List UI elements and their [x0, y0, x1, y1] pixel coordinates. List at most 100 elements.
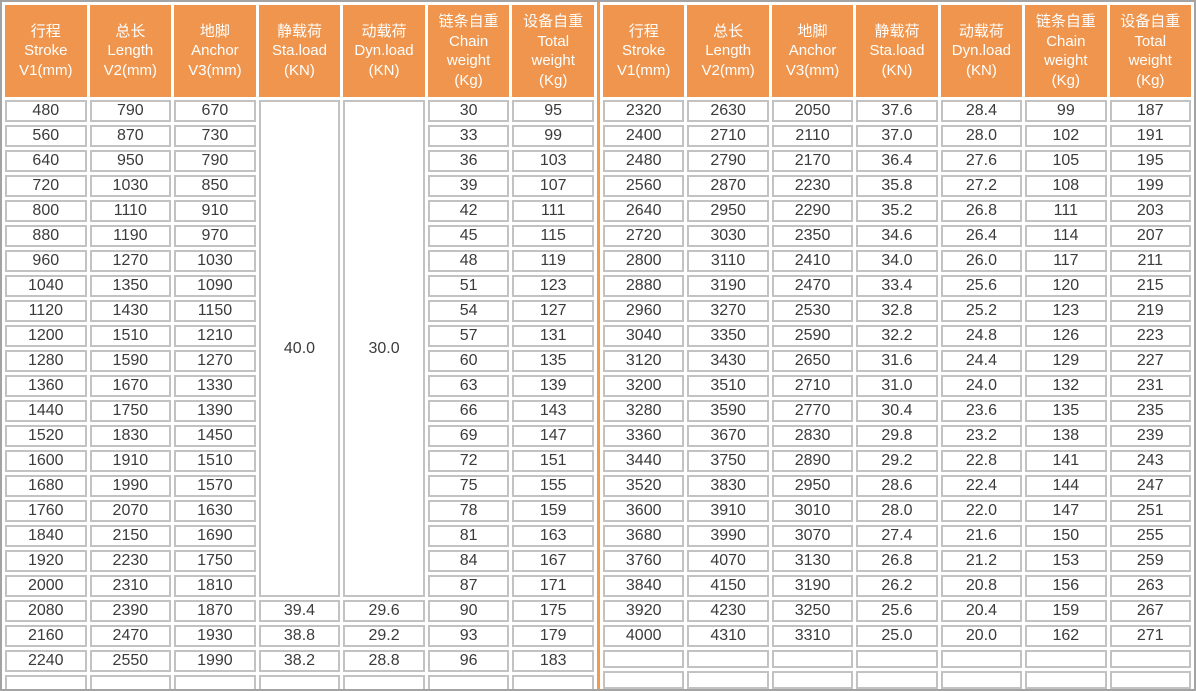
table-cell: 271 [1109, 625, 1191, 647]
table-cell: 38.2 [258, 650, 341, 672]
table-cell [343, 675, 425, 689]
table-cell: 36.4 [856, 150, 938, 172]
table-cell: 960 [5, 250, 87, 272]
column-header: 总长 Length V2(mm) [687, 5, 769, 97]
table-row: 1280 1590 1270 60 135 [5, 350, 594, 372]
table-cell: 3920 [603, 600, 685, 622]
table-cell: 21.2 [940, 550, 1023, 572]
table-cell: 26.2 [856, 575, 938, 597]
table-cell: 105 [1025, 150, 1107, 172]
column-header-line: Chain [1046, 32, 1086, 50]
table-cell [258, 675, 341, 689]
table-cell: 151 [512, 450, 594, 472]
column-header-line: 行程 [628, 22, 659, 40]
table-row: 2160 2470 1930 38.8 29.2 93 179 [5, 625, 594, 647]
table-cell: 171 [512, 575, 594, 597]
table-cell: 1210 [174, 325, 256, 347]
column-header-line: 静载荷 [874, 22, 920, 40]
table-cell: 159 [512, 500, 594, 522]
table-row: 720 1030 850 39 107 [5, 175, 594, 197]
table-cell: 144 [1025, 475, 1107, 497]
table-cell: 1200 [5, 325, 87, 347]
table-cell: 880 [5, 225, 87, 247]
table-cell: 1030 [89, 175, 172, 197]
table-row: 1200 1510 1210 57 131 [5, 325, 594, 347]
column-header-line: Chain [448, 32, 489, 50]
column-header: 动载荷 Dyn.load (KN) [343, 5, 425, 97]
table-cell: 223 [1109, 325, 1191, 347]
table-cell: 1870 [174, 600, 256, 622]
table-row: 3360 3670 2830 29.8 23.2 138 239 [603, 425, 1191, 447]
table-cell: 2720 [603, 225, 685, 247]
table-cell: 2470 [89, 625, 172, 647]
table-row: 2560 2870 2230 35.8 27.2 108 199 [603, 175, 1191, 197]
table-cell: 57 [427, 325, 510, 347]
table-cell: 3440 [603, 450, 685, 472]
table-cell: 26.4 [940, 225, 1023, 247]
table-cell: 25.6 [856, 600, 938, 622]
table-cell: 1600 [5, 450, 87, 472]
column-header: 链条自重 Chain weight (Kg) [427, 5, 510, 97]
table-cell: 1520 [5, 425, 87, 447]
table-cell: 2650 [771, 350, 854, 372]
table-cell: 2870 [687, 175, 769, 197]
table-cell: 970 [174, 225, 256, 247]
table-cell: 3040 [603, 325, 685, 347]
table-cell: 69 [427, 425, 510, 447]
table-cell: 179 [512, 625, 594, 647]
table-cell: 1440 [5, 400, 87, 422]
table-cell: 2350 [771, 225, 854, 247]
merged-cell: 40.0 [258, 100, 341, 597]
table-cell: 26.0 [940, 250, 1023, 272]
column-header-line: 总长 [713, 22, 744, 40]
table-cell: 4230 [687, 600, 769, 622]
table-cell: 28.4 [940, 100, 1023, 122]
table-cell: 34.6 [856, 225, 938, 247]
table-cell: 2050 [771, 100, 854, 122]
table-cell: 1670 [89, 375, 172, 397]
table-row: 4000 4310 3310 25.0 20.0 162 271 [603, 625, 1191, 647]
column-header-line: V2(mm) [103, 61, 157, 79]
column-header-line: 动载荷 [958, 22, 1004, 40]
table-cell: 207 [1109, 225, 1191, 247]
table-cell: 800 [5, 200, 87, 222]
table-cell: 23.6 [940, 400, 1023, 422]
table-cell: 2950 [771, 475, 854, 497]
column-header-line: V1(mm) [19, 61, 73, 79]
column-header: 行程 Stroke V1(mm) [5, 5, 87, 97]
table-cell: 850 [174, 175, 256, 197]
table-cell: 235 [1109, 400, 1191, 422]
table-cell: 107 [512, 175, 594, 197]
table-cell: 90 [427, 600, 510, 622]
table-cell: 1270 [89, 250, 172, 272]
table-cell: 126 [1025, 325, 1107, 347]
table-row: 1520 1830 1450 69 147 [5, 425, 594, 447]
table-row: 2320 2630 2050 37.6 28.4 99 187 [603, 100, 1191, 122]
table-cell: 108 [1025, 175, 1107, 197]
table-cell: 3680 [603, 525, 685, 547]
table-row: 3680 3990 3070 27.4 21.6 150 255 [603, 525, 1191, 547]
table-row: 2960 3270 2530 32.8 25.2 123 219 [603, 300, 1191, 322]
table-cell: 27.2 [940, 175, 1023, 197]
table-cell: 60 [427, 350, 510, 372]
column-header-line: V3(mm) [785, 61, 840, 79]
table-cell: 2950 [687, 200, 769, 222]
table-row [603, 671, 1191, 689]
table-cell: 4310 [687, 625, 769, 647]
table-cell: 29.6 [343, 600, 425, 622]
table-cell: 3590 [687, 400, 769, 422]
table-cell: 263 [1109, 575, 1191, 597]
table-cell: 39.4 [258, 600, 341, 622]
column-header-line: weight [1128, 52, 1172, 69]
table-cell: 127 [512, 300, 594, 322]
table-cell: 259 [1109, 550, 1191, 572]
table-cell: 2230 [89, 550, 172, 572]
table-cell: 33 [427, 125, 510, 147]
table-cell: 123 [512, 275, 594, 297]
table-cell: 1810 [174, 575, 256, 597]
table-cell: 31.6 [856, 350, 938, 372]
table-cell: 95 [512, 100, 594, 122]
table-cell: 34.0 [856, 250, 938, 272]
table-cell: 155 [512, 475, 594, 497]
table-cell: 4150 [687, 575, 769, 597]
